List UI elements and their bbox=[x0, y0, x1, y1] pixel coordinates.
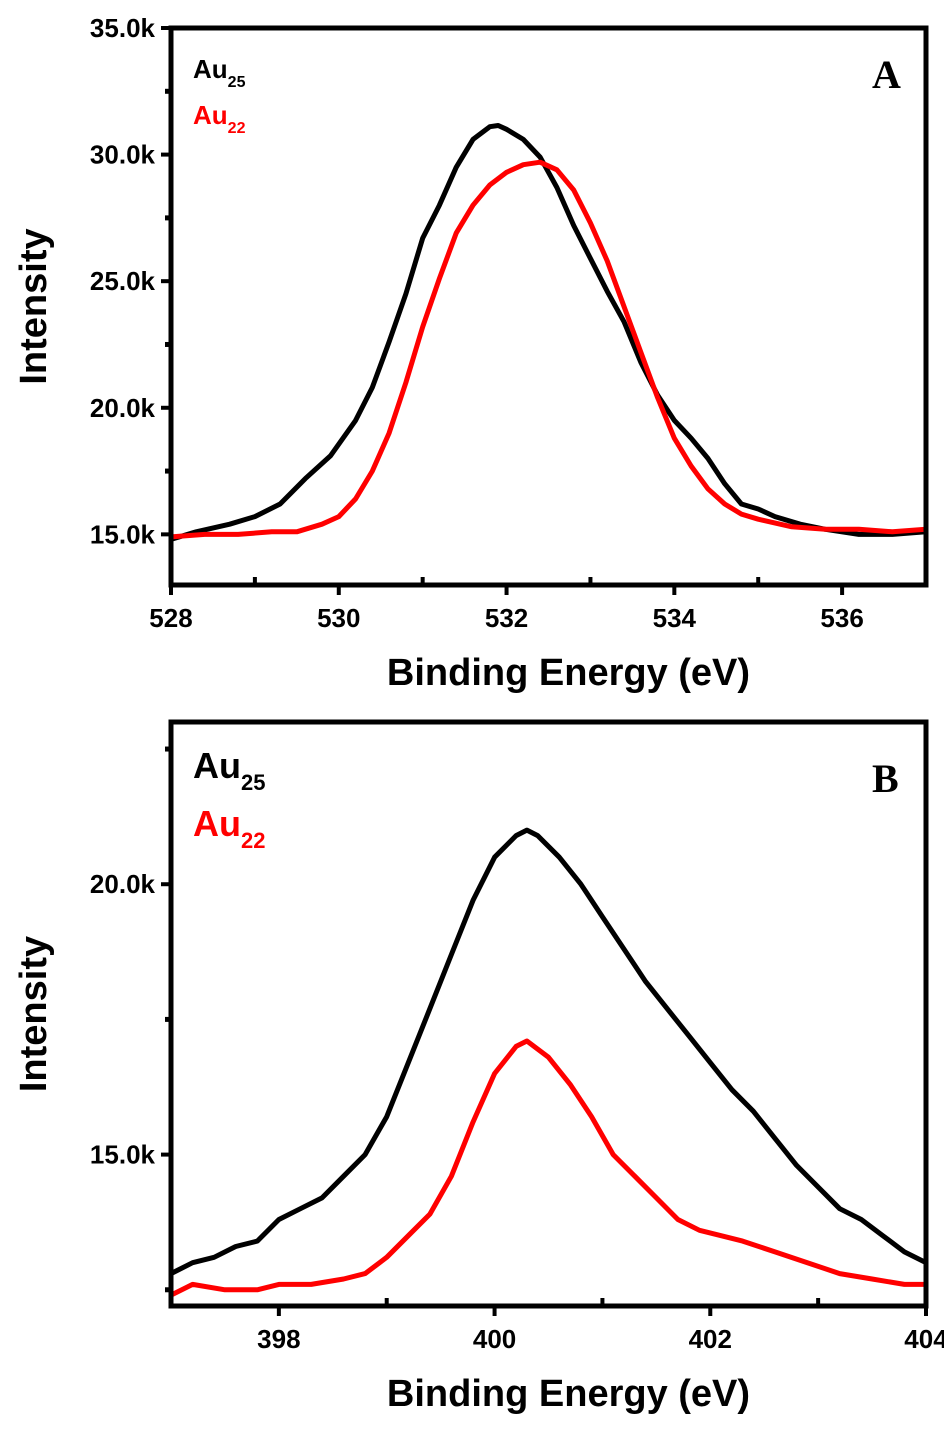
series-line-au25 bbox=[171, 123, 926, 542]
series-line-au22 bbox=[171, 1038, 926, 1298]
x-tick-label: 404 bbox=[904, 1324, 944, 1354]
x-tick-label: 398 bbox=[257, 1324, 300, 1354]
x-tick-label: 536 bbox=[820, 603, 863, 633]
legend-entry-au22: Au22 bbox=[193, 100, 246, 137]
x-tick-label: 530 bbox=[317, 603, 360, 633]
y-axis-title: Intensity bbox=[13, 228, 55, 384]
plot-frame bbox=[168, 25, 929, 588]
legend-entry-au25: Au25 bbox=[193, 54, 246, 91]
y-tick-label: 25.0k bbox=[90, 266, 156, 296]
y-tick-label: 20.0k bbox=[90, 393, 156, 423]
y-tick-label: 15.0k bbox=[90, 1140, 156, 1170]
y-tick-label: 30.0k bbox=[90, 140, 156, 170]
x-tick-label: 534 bbox=[653, 603, 697, 633]
plot-frame bbox=[168, 719, 929, 1309]
series-line-au25 bbox=[171, 827, 926, 1276]
panel-a: 528 530 532 534 536 15.0k 20.0k 25.0k 30.0k 35.0k… bbox=[13, 13, 929, 694]
y-tick-label: 15.0k bbox=[90, 519, 156, 549]
x-axis-title: Binding Energy (eV) bbox=[387, 652, 750, 694]
x-tick-label: 400 bbox=[473, 1324, 516, 1354]
x-tick-label: 532 bbox=[485, 603, 528, 633]
x-tick-label: 402 bbox=[689, 1324, 732, 1354]
panel-b: 398 400 402 404 15.0k 20.0k Binding Energy (eV… bbox=[13, 719, 944, 1415]
x-tick-label: 528 bbox=[149, 603, 192, 633]
y-tick-label: 20.0k bbox=[90, 869, 156, 899]
x-axis-title: Binding Energy (eV) bbox=[387, 1373, 750, 1415]
panel-label: B bbox=[872, 756, 899, 801]
y-axis-title: Intensity bbox=[13, 936, 55, 1092]
legend-entry-au22: Au22 bbox=[193, 803, 265, 853]
series-line-au22 bbox=[171, 159, 926, 540]
y-tick-label: 35.0k bbox=[90, 13, 156, 43]
legend-entry-au25: Au25 bbox=[193, 745, 265, 795]
panel-label: A bbox=[872, 52, 901, 97]
